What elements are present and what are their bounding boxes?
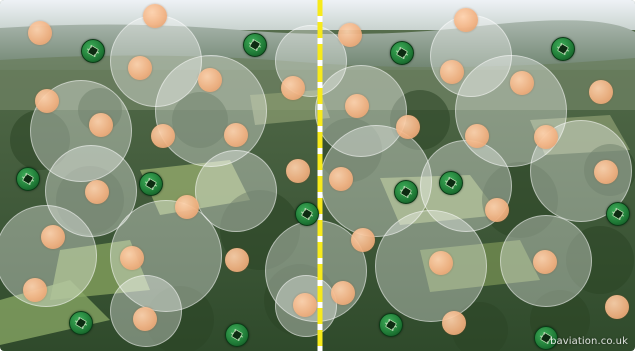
- orange-dot-icon: [589, 80, 613, 104]
- orange-dot-icon: [533, 250, 557, 274]
- orange-dot-icon: [23, 278, 47, 302]
- orange-dot-icon: [293, 293, 317, 317]
- orange-dot-icon: [225, 248, 249, 272]
- green-circuit-node-icon: [295, 202, 319, 226]
- green-circuit-node-icon: [394, 180, 418, 204]
- green-circuit-node-icon: [379, 313, 403, 337]
- orange-dot-icon: [345, 94, 369, 118]
- orange-dot-icon: [143, 4, 167, 28]
- orange-dot-icon: [440, 60, 464, 84]
- orange-dot-icon: [224, 123, 248, 147]
- green-circuit-node-icon: [16, 167, 40, 191]
- orange-dot-icon: [286, 159, 310, 183]
- orange-dot-icon: [85, 180, 109, 204]
- orange-dot-icon: [534, 125, 558, 149]
- orange-dot-icon: [396, 115, 420, 139]
- orange-dot-icon: [338, 23, 362, 47]
- orange-dot-icon: [485, 198, 509, 222]
- orange-dot-icon: [281, 76, 305, 100]
- orange-dot-icon: [329, 167, 353, 191]
- orange-dot-icon: [89, 113, 113, 137]
- green-circuit-node-icon: [534, 326, 558, 350]
- orange-dot-icon: [151, 124, 175, 148]
- watermark-text: baviation.co.uk: [550, 336, 628, 347]
- green-circuit-node-icon: [139, 172, 163, 196]
- orange-dot-icon: [510, 71, 534, 95]
- green-circuit-node-icon: [551, 37, 575, 61]
- orange-dot-icon: [35, 89, 59, 113]
- orange-dot-icon: [351, 228, 375, 252]
- orange-dot-icon: [429, 251, 453, 275]
- orange-dot-icon: [465, 124, 489, 148]
- orange-dot-icon: [442, 311, 466, 335]
- orange-dot-icon: [175, 195, 199, 219]
- yellow-dashed-divider: [317, 0, 323, 351]
- green-circuit-node-icon: [390, 41, 414, 65]
- orange-dot-icon: [128, 56, 152, 80]
- orange-dot-icon: [594, 160, 618, 184]
- green-circuit-node-icon: [81, 39, 105, 63]
- green-circuit-node-icon: [606, 202, 630, 226]
- orange-dot-icon: [41, 225, 65, 249]
- green-circuit-node-icon: [439, 171, 463, 195]
- orange-dot-icon: [120, 246, 144, 270]
- green-circuit-node-icon: [225, 323, 249, 347]
- green-circuit-node-icon: [243, 33, 267, 57]
- orange-dot-icon: [28, 21, 52, 45]
- orange-dot-icon: [331, 281, 355, 305]
- orange-dot-icon: [605, 295, 629, 319]
- green-circuit-node-icon: [69, 311, 93, 335]
- orange-dot-icon: [133, 307, 157, 331]
- orange-dot-icon: [198, 68, 222, 92]
- orange-dot-icon: [454, 8, 478, 32]
